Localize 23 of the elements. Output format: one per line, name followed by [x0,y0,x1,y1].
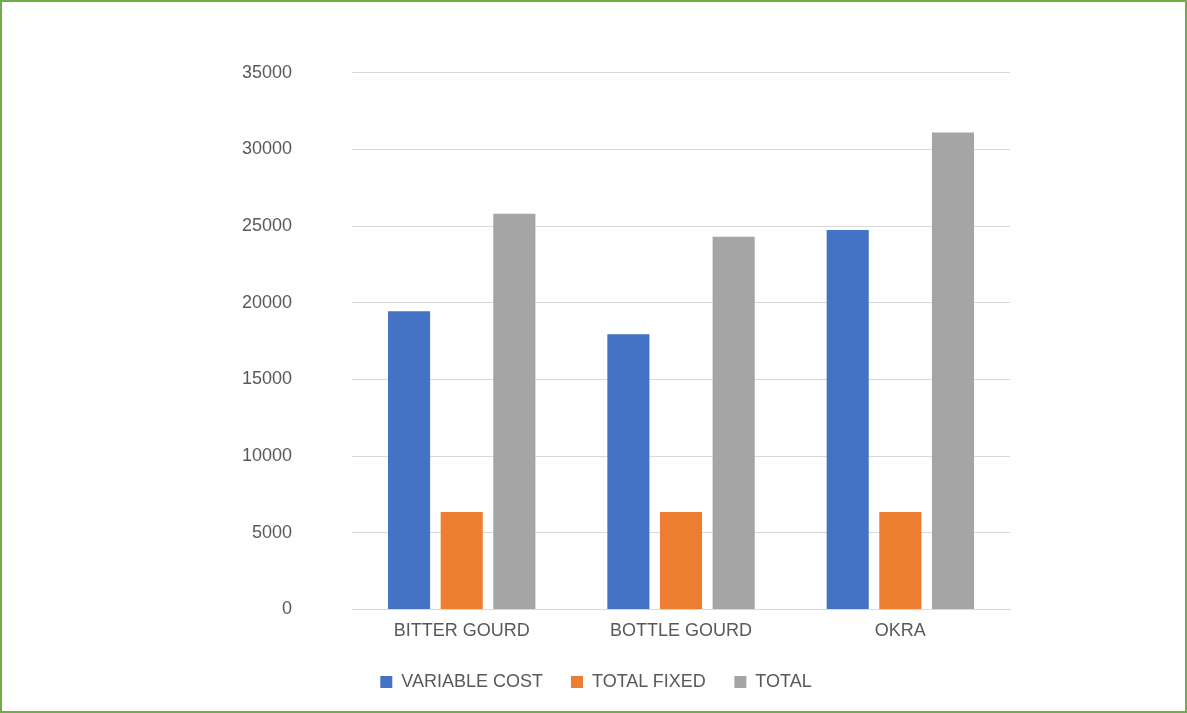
legend-label: TOTAL FIXED [592,670,706,691]
y-tick-label: 0 [282,598,293,619]
bar [388,311,431,609]
y-tick-label: 20000 [241,291,293,312]
y-tick-label: 5000 [252,521,293,542]
y-tick-label: 25000 [241,215,293,236]
bar [440,512,483,609]
bar [493,213,536,609]
bar [659,512,703,609]
y-tick-label: 10000 [241,445,293,466]
legend-label: VARIABLE COST [401,670,544,691]
x-tick-label: OKRA [874,620,926,641]
x-tick-label: BOTTLE GOURD [610,620,753,641]
bar [879,512,922,609]
x-tick-label: BITTER GOURD [393,620,530,641]
bar [826,229,869,609]
bar [712,236,755,609]
y-tick-label: 30000 [241,138,293,159]
bar [931,132,975,609]
bar [607,334,650,609]
legend-label: TOTAL [755,670,812,691]
y-tick-label: 35000 [241,61,293,82]
y-tick-label: 15000 [241,368,293,389]
